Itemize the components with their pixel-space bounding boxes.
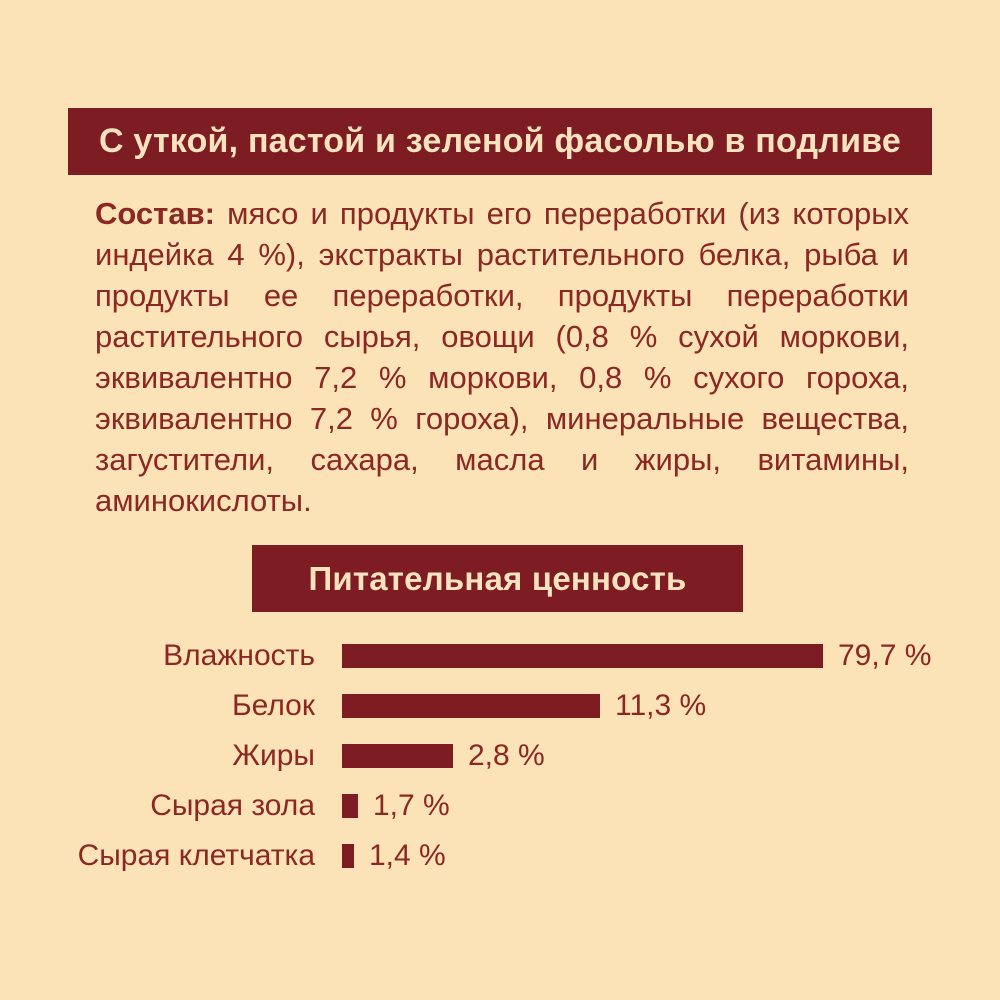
chart-value-label: 1,4 %: [369, 839, 446, 872]
chart-row: Сырая клетчатка 1,4 %: [0, 831, 1000, 881]
chart-category-label: Жиры: [232, 739, 315, 772]
composition-label: Состав:: [95, 196, 215, 231]
composition-text: мясо и продукты его переработки (из кото…: [95, 196, 909, 518]
chart-value-label: 2,8 %: [468, 739, 545, 772]
nutrition-chart: Влажность 79,7 % Белок 11,3 % Жиры 2,8 % Сырая…: [0, 631, 1000, 881]
chart-bar: [342, 844, 354, 868]
chart-category-label: Белок: [231, 689, 315, 722]
chart-bar: [342, 694, 600, 718]
chart-row: Белок 11,3 %: [0, 681, 1000, 731]
nutrition-header: Питательная ценность: [308, 559, 687, 597]
nutrition-header-banner: Питательная ценность: [252, 545, 743, 612]
chart-bar: [342, 644, 823, 668]
chart-bar: [342, 794, 358, 818]
chart-value-label: 1,7 %: [373, 789, 450, 822]
chart-category-label: Влажность: [163, 639, 315, 672]
chart-category-label: Сырая зола: [150, 789, 315, 822]
chart-row: Жиры 2,8 %: [0, 731, 1000, 781]
chart-bar: [342, 744, 453, 768]
product-title: С уткой, пастой и зеленой фасолью в подл…: [99, 122, 901, 160]
chart-row: Сырая зола 1,7 %: [0, 781, 1000, 831]
composition-paragraph: Состав: мясо и продукты его переработки …: [95, 193, 909, 521]
chart-category-label: Сырая клетчатка: [77, 839, 315, 872]
chart-row: Влажность 79,7 %: [0, 631, 1000, 681]
product-title-banner: С уткой, пастой и зеленой фасолью в подл…: [68, 108, 932, 175]
chart-value-label: 79,7 %: [838, 639, 932, 672]
chart-value-label: 11,3 %: [615, 689, 707, 722]
